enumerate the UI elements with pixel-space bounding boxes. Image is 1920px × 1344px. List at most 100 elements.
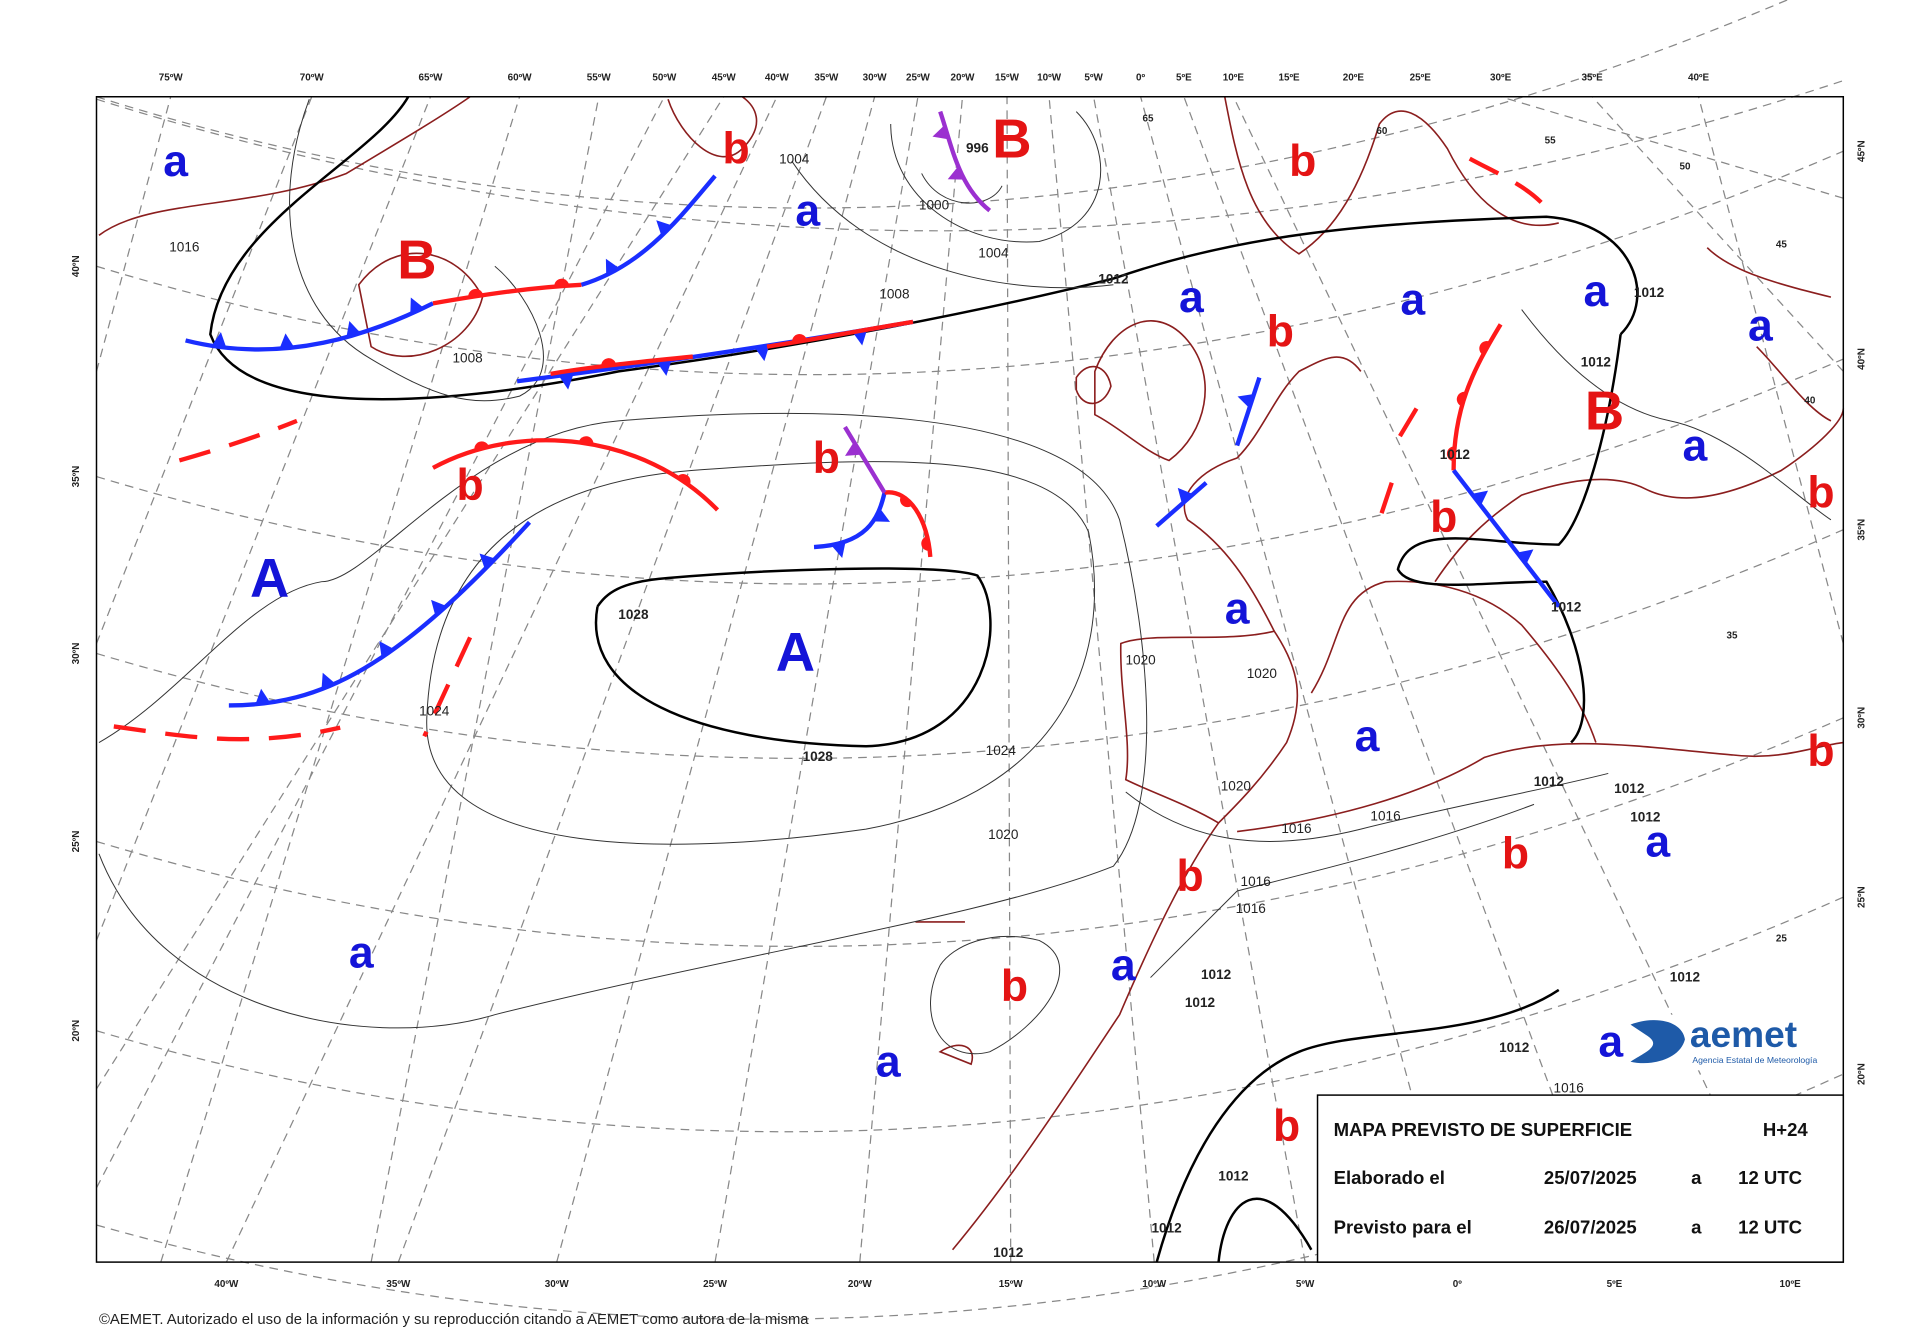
front	[113, 724, 341, 742]
isobar-label: 1024	[986, 743, 1017, 758]
pressure-system: B	[397, 230, 436, 291]
coastline	[1075, 365, 1112, 405]
meridian	[714, 96, 919, 1263]
longitude-label: 25ºW	[703, 1279, 728, 1290]
legend-label: Elaborado el	[1334, 1167, 1445, 1188]
parallel	[96, 896, 1844, 1133]
front-symbol	[379, 641, 394, 658]
pressure-system: a	[876, 1038, 902, 1087]
front-symbol	[605, 258, 620, 276]
isobar-label: 1012	[1551, 599, 1582, 614]
longitude-label: 10ºW	[1142, 1279, 1167, 1290]
pressure-system: a	[1598, 1018, 1624, 1067]
longitude-label: 55ºW	[587, 73, 612, 84]
front-symbol	[279, 333, 295, 349]
latitude-label: 40ºN	[1856, 348, 1867, 370]
front-symbol	[410, 297, 424, 315]
isobar	[930, 890, 1238, 1055]
coastline	[1094, 320, 1206, 462]
isobar	[1155, 988, 1560, 1263]
latitude-label: 20ºN	[71, 1020, 82, 1042]
front-symbol	[1471, 490, 1489, 506]
front-symbol	[321, 672, 336, 690]
isobar-label: 1016	[1554, 1081, 1584, 1096]
longitude-label: 10ºE	[1780, 1279, 1802, 1290]
pressure-system: b	[722, 125, 749, 174]
pressure-system: a	[163, 137, 189, 186]
isobar-label: 1016	[1241, 874, 1271, 889]
pressure-system: a	[1225, 585, 1251, 634]
isobar-label: 1000	[919, 197, 950, 212]
coastline	[667, 96, 758, 158]
front	[884, 490, 933, 558]
longitude-label: 10ºE	[1223, 73, 1245, 84]
latitude-label: 65	[1143, 113, 1154, 124]
meridian	[859, 96, 964, 1263]
latitude-label: 30ºN	[1856, 707, 1867, 729]
pressure-system: b	[1289, 137, 1316, 186]
parallel	[96, 0, 1789, 209]
front-symbol	[1237, 394, 1254, 409]
front	[228, 520, 532, 708]
front-symbol	[601, 358, 617, 367]
longitude-label: 15ºE	[1278, 73, 1300, 84]
isobar-label: 1012	[1218, 1168, 1249, 1183]
fronts	[113, 110, 1561, 742]
front-symbol	[873, 508, 891, 522]
meridian	[556, 96, 876, 1263]
front	[1451, 323, 1503, 471]
longitude-label: 30ºW	[545, 1279, 570, 1290]
isobar-label: 1012	[1634, 285, 1665, 300]
legend-title: MAPA PREVISTO DE SUPERFICIE	[1334, 1119, 1633, 1140]
longitude-label: 20ºE	[1343, 73, 1365, 84]
front	[1451, 469, 1561, 608]
coastline	[1119, 630, 1299, 824]
legend-label: Previsto para el	[1334, 1217, 1472, 1238]
isobar-label: 1012	[1440, 447, 1471, 462]
latitude-label: 45ºN	[1856, 140, 1867, 162]
front-symbol	[558, 373, 574, 390]
isobar-label: 1016	[169, 239, 199, 254]
pressure-system: a	[1645, 817, 1671, 866]
front-symbol	[1517, 549, 1534, 565]
meridian	[95, 96, 172, 372]
pressure-system: b	[1807, 468, 1834, 517]
isobar	[1217, 1197, 1313, 1263]
isobar-label: 1012	[1670, 969, 1701, 984]
front-symbol	[900, 495, 913, 508]
isobar-label: 1020	[988, 827, 1019, 842]
isobar-label: 1012	[1534, 774, 1565, 789]
legend-text: a	[1691, 1167, 1702, 1188]
legend-box: MAPA PREVISTO DE SUPERFICIE H+24 Elabora…	[1316, 1094, 1845, 1263]
longitude-label: 60ºW	[508, 73, 533, 84]
isobar-label: 1024	[419, 703, 450, 718]
front-symbol	[479, 553, 496, 570]
longitude-label: 5ºE	[1607, 1279, 1623, 1290]
isobar	[289, 99, 544, 402]
legend-date: 26/07/2025	[1544, 1217, 1637, 1238]
longitude-label: 70ºW	[300, 73, 325, 84]
isobar-label: 1028	[618, 607, 649, 622]
longitude-label: 15ºW	[999, 1279, 1024, 1290]
front-symbol	[845, 441, 862, 456]
front	[1235, 376, 1262, 447]
front-symbol	[578, 436, 594, 445]
front-symbol	[554, 278, 570, 287]
front	[550, 319, 914, 376]
pressure-system: a	[349, 929, 375, 978]
isobar-label: 1020	[1125, 653, 1156, 668]
pressure-system: A	[250, 548, 289, 609]
front-symbol	[1177, 487, 1194, 504]
longitude-label: 5ºE	[1176, 73, 1192, 84]
longitude-label: 35ºW	[386, 1279, 411, 1290]
longitude-label: 40ºE	[1688, 73, 1710, 84]
meridian	[95, 96, 432, 941]
coastline	[951, 822, 1220, 1251]
front-symbol	[346, 320, 361, 338]
isobar-label: 1012	[1151, 1220, 1182, 1235]
front-symbol	[1446, 446, 1455, 462]
front-symbol	[1456, 391, 1467, 407]
coastline	[98, 96, 471, 236]
front	[813, 492, 887, 550]
